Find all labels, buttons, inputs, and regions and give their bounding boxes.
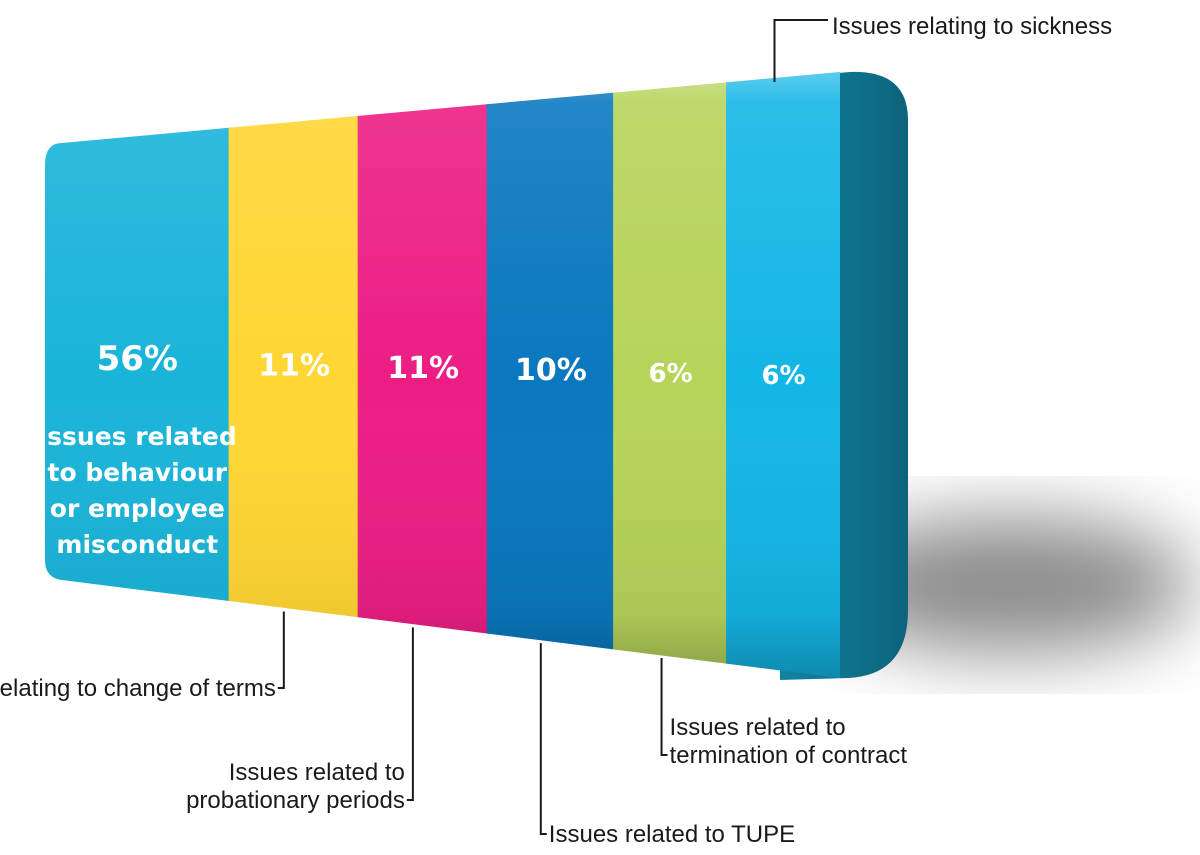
value-label: 11% [387, 351, 459, 386]
callout-label: Issues related to [670, 714, 846, 741]
callout-label: Issues relating to change of terms [0, 675, 276, 702]
callout-leader [406, 627, 414, 801]
bar-shading [45, 72, 840, 678]
callout-label: probationary periods [186, 787, 405, 814]
callout-labels: Issues relating to change of terms Issues… [0, 13, 1112, 848]
value-label: 10% [515, 353, 587, 388]
bar-shadow [825, 517, 1195, 653]
callout-label: Issues relating to sickness [832, 13, 1112, 40]
main-label-line: or employee [50, 494, 225, 523]
main-label-line: misconduct [56, 530, 218, 559]
value-label: 6% [761, 361, 805, 391]
value-label: 6% [649, 359, 693, 389]
value-label: 11% [258, 349, 330, 384]
value-label: 56% [97, 339, 178, 379]
callout-leader [773, 19, 828, 82]
callout-label: termination of contract [670, 742, 908, 769]
main-segment-label: Issues related to behaviour or employee mis… [38, 422, 237, 559]
main-label-line: to behaviour [48, 458, 228, 487]
value-labels: 56% 11% 11% 10% 6% 6% [97, 339, 806, 391]
callout-leader [539, 643, 547, 835]
main-label-line: Issues related [38, 422, 237, 451]
callout-leader [660, 658, 668, 756]
callout-leader [277, 611, 285, 689]
callout-label: Issues related to TUPE [549, 821, 795, 848]
callout-label: Issues related to [229, 759, 405, 786]
